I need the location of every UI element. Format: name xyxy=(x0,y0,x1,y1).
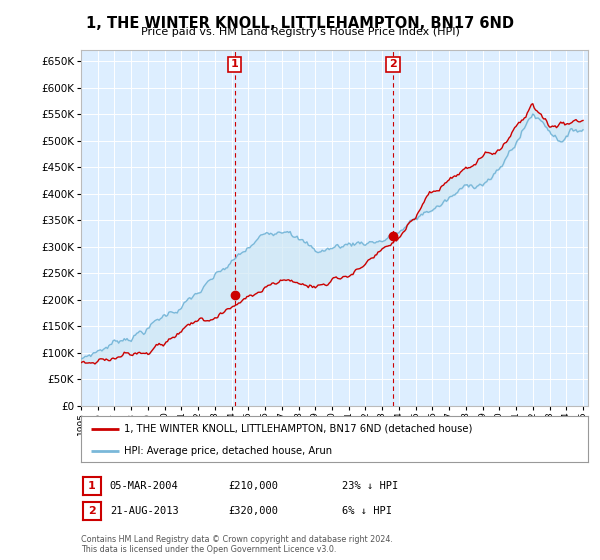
Text: 1, THE WINTER KNOLL, LITTLEHAMPTON, BN17 6ND: 1, THE WINTER KNOLL, LITTLEHAMPTON, BN17… xyxy=(86,16,514,31)
Text: £210,000: £210,000 xyxy=(228,481,278,491)
Text: 23% ↓ HPI: 23% ↓ HPI xyxy=(342,481,398,491)
Text: Contains HM Land Registry data © Crown copyright and database right 2024.
This d: Contains HM Land Registry data © Crown c… xyxy=(81,535,393,554)
Text: 1: 1 xyxy=(88,481,95,491)
Text: Price paid vs. HM Land Registry's House Price Index (HPI): Price paid vs. HM Land Registry's House … xyxy=(140,27,460,37)
Text: 05-MAR-2004: 05-MAR-2004 xyxy=(110,481,179,491)
Text: 21-AUG-2013: 21-AUG-2013 xyxy=(110,506,179,516)
Text: 1: 1 xyxy=(231,59,238,69)
Text: 2: 2 xyxy=(389,59,397,69)
Text: £320,000: £320,000 xyxy=(228,506,278,516)
Text: 6% ↓ HPI: 6% ↓ HPI xyxy=(342,506,392,516)
Text: HPI: Average price, detached house, Arun: HPI: Average price, detached house, Arun xyxy=(124,446,332,455)
Text: 1, THE WINTER KNOLL, LITTLEHAMPTON, BN17 6ND (detached house): 1, THE WINTER KNOLL, LITTLEHAMPTON, BN17… xyxy=(124,424,472,434)
Text: 2: 2 xyxy=(88,506,95,516)
